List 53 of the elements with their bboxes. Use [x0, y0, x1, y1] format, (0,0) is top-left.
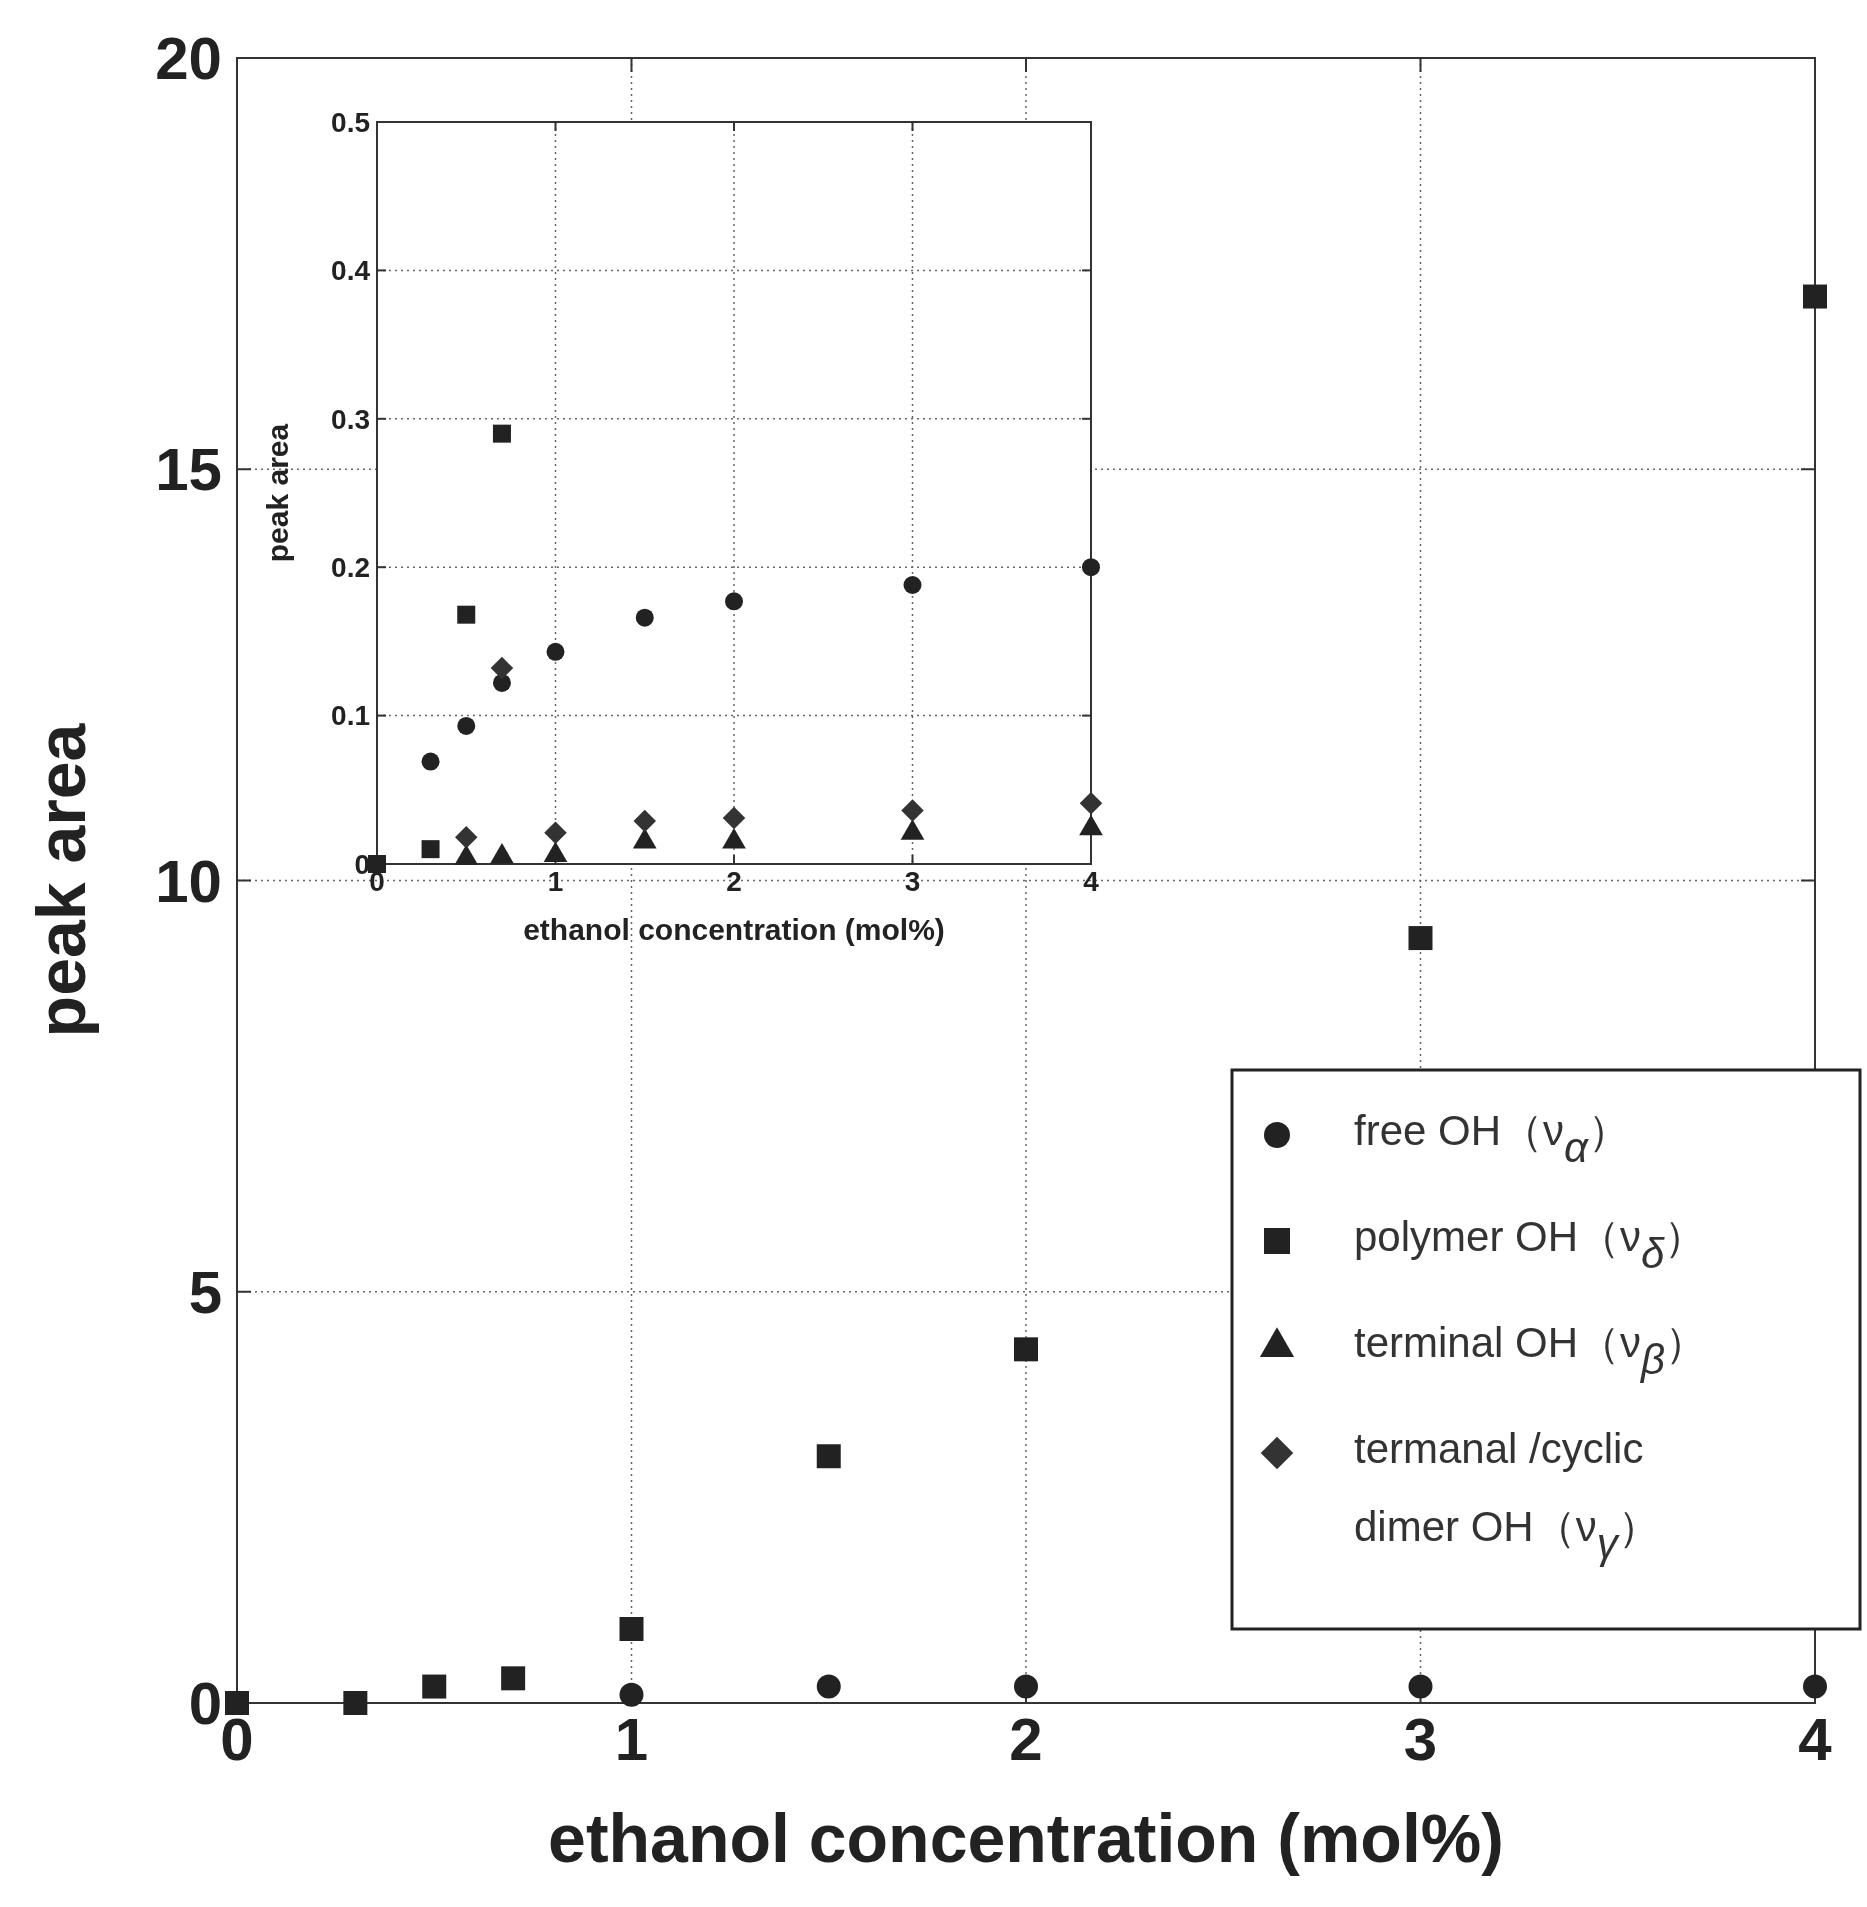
- point: [1079, 791, 1103, 815]
- point: [343, 1691, 368, 1715]
- point: [490, 656, 514, 680]
- point: [457, 605, 476, 624]
- y-axis-title: peak area: [261, 423, 294, 563]
- x-tick-label: 1: [614, 1706, 649, 1773]
- y-tick-label: 20: [155, 25, 222, 92]
- point: [457, 717, 476, 735]
- point: [816, 1444, 841, 1469]
- point: [619, 1682, 644, 1707]
- y-tick-label: 15: [155, 436, 222, 504]
- y-tick-label: 10: [155, 847, 222, 915]
- point: [903, 576, 922, 594]
- point: [619, 1616, 644, 1641]
- point: [816, 1674, 841, 1699]
- y-axis-title: peak area: [23, 722, 99, 1038]
- x-tick-label: 4: [1798, 1706, 1833, 1773]
- point: [421, 752, 440, 771]
- x-axis-title: ethanol concentration (mol%): [548, 1800, 1504, 1876]
- x-tick-label: 3: [904, 865, 921, 897]
- x-tick-label: 3: [1403, 1706, 1438, 1773]
- point: [1014, 1674, 1038, 1699]
- point: [1408, 926, 1433, 951]
- point: [422, 1674, 447, 1699]
- point: [421, 840, 440, 859]
- point: [635, 608, 654, 627]
- y-tick-label: 0.3: [331, 403, 370, 435]
- y-tick-label: 5: [188, 1258, 222, 1326]
- y-tick-label: 0.2: [331, 552, 370, 583]
- y-tick-label: 0.1: [331, 700, 370, 732]
- point: [1408, 1674, 1433, 1699]
- point: [368, 855, 386, 873]
- point: [722, 806, 746, 830]
- x-tick-label: 1: [547, 865, 564, 897]
- point: [633, 809, 657, 833]
- point: [725, 592, 743, 611]
- point: [454, 826, 478, 849]
- point: [544, 821, 567, 845]
- point: [901, 799, 924, 822]
- x-tick-label: 2: [726, 865, 742, 897]
- point: [1082, 558, 1100, 577]
- point: [501, 1666, 526, 1691]
- point: [492, 424, 511, 443]
- y-tick-label: 0.4: [331, 255, 371, 287]
- x-tick-label: 2: [1009, 1706, 1043, 1773]
- point: [1803, 1674, 1827, 1699]
- point: [1014, 1337, 1038, 1362]
- point: [1803, 284, 1827, 309]
- x-axis-title: ethanol concentration (mol%): [523, 913, 945, 946]
- point: [546, 642, 565, 661]
- x-tick-label: 4: [1083, 865, 1100, 897]
- y-tick-label: 0.5: [331, 106, 370, 138]
- point: [225, 1691, 249, 1715]
